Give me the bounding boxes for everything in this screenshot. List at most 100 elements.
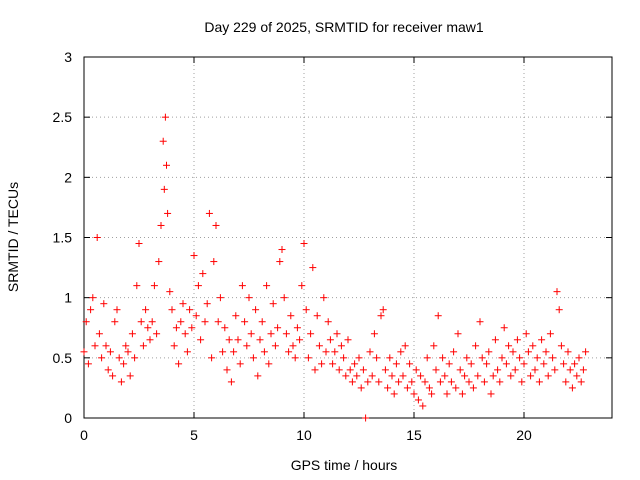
data-point (573, 372, 581, 380)
data-point (454, 330, 462, 338)
data-point (208, 354, 216, 362)
data-point (186, 306, 194, 314)
data-point (568, 384, 576, 392)
data-point (194, 282, 202, 290)
data-point (84, 360, 92, 368)
data-point (139, 342, 147, 350)
data-point (373, 354, 381, 362)
y-tick-label: 0.5 (53, 350, 73, 366)
data-point (392, 360, 400, 368)
data-point (359, 366, 367, 374)
data-point (445, 360, 453, 368)
data-point (247, 330, 255, 338)
data-point (384, 384, 392, 392)
data-point (428, 390, 436, 398)
data-point (333, 330, 341, 338)
data-point (245, 294, 253, 302)
data-point (439, 354, 447, 362)
y-tick-label: 1.5 (53, 230, 73, 246)
data-point (432, 366, 440, 374)
data-point (575, 354, 583, 362)
y-tick-label: 0 (64, 410, 72, 426)
data-points (80, 113, 590, 422)
data-point (265, 360, 273, 368)
data-point (331, 348, 339, 356)
data-point (443, 390, 451, 398)
data-point (414, 396, 422, 404)
data-point (436, 378, 444, 386)
data-point (131, 354, 139, 362)
data-point (238, 282, 246, 290)
data-point (463, 354, 471, 362)
data-point (430, 342, 438, 350)
data-point (478, 354, 486, 362)
x-axis-ticks: 0 5 10 15 20 (80, 57, 532, 443)
data-point (142, 306, 150, 314)
data-point (219, 348, 227, 356)
data-point (555, 306, 563, 314)
data-point (421, 378, 429, 386)
data-point (241, 318, 249, 326)
data-point (399, 372, 407, 380)
data-point (221, 324, 229, 332)
data-point (146, 336, 154, 344)
data-point (291, 354, 299, 362)
data-point (280, 294, 288, 302)
data-point (201, 318, 209, 326)
data-point (538, 336, 546, 344)
data-point (487, 390, 495, 398)
data-point (461, 372, 469, 380)
data-point (357, 384, 365, 392)
data-point (307, 330, 315, 338)
data-point (276, 258, 284, 266)
data-point (271, 342, 279, 350)
data-point (109, 372, 117, 380)
y-tick-label: 2.5 (53, 109, 73, 125)
data-point (104, 366, 112, 374)
data-point (89, 294, 97, 302)
data-point (252, 306, 260, 314)
data-point (232, 312, 240, 320)
data-point (472, 342, 480, 350)
data-point (168, 306, 176, 314)
data-point (498, 354, 506, 362)
data-point (560, 360, 568, 368)
data-point (370, 330, 378, 338)
data-point (379, 306, 387, 314)
data-point (566, 366, 574, 374)
data-point (212, 221, 220, 229)
data-point (505, 342, 513, 350)
y-tick-label: 3 (64, 49, 72, 65)
data-point (260, 348, 268, 356)
data-point (476, 318, 484, 326)
data-point (293, 324, 301, 332)
x-axis-title: GPS time / hours (291, 457, 398, 473)
data-point (166, 288, 174, 296)
data-point (205, 209, 213, 217)
data-point (135, 240, 143, 248)
data-point (157, 221, 165, 229)
data-point (188, 324, 196, 332)
data-point (269, 300, 277, 308)
data-point (417, 372, 425, 380)
data-point (564, 348, 572, 356)
data-point (535, 378, 543, 386)
x-tick-label: 5 (190, 427, 198, 443)
data-point (441, 372, 449, 380)
data-point (124, 348, 132, 356)
data-point (344, 336, 352, 344)
data-point (98, 354, 106, 362)
data-point (181, 330, 189, 338)
data-point (298, 282, 306, 290)
data-point (544, 372, 552, 380)
data-point (342, 372, 350, 380)
data-point (516, 354, 524, 362)
data-point (518, 378, 526, 386)
data-point (340, 354, 348, 362)
data-point (117, 378, 125, 386)
data-point (353, 372, 361, 380)
data-point (192, 312, 200, 320)
data-point (243, 342, 251, 350)
y-axis-title: SRMTID / TECUs (5, 182, 21, 292)
data-point (111, 318, 119, 326)
